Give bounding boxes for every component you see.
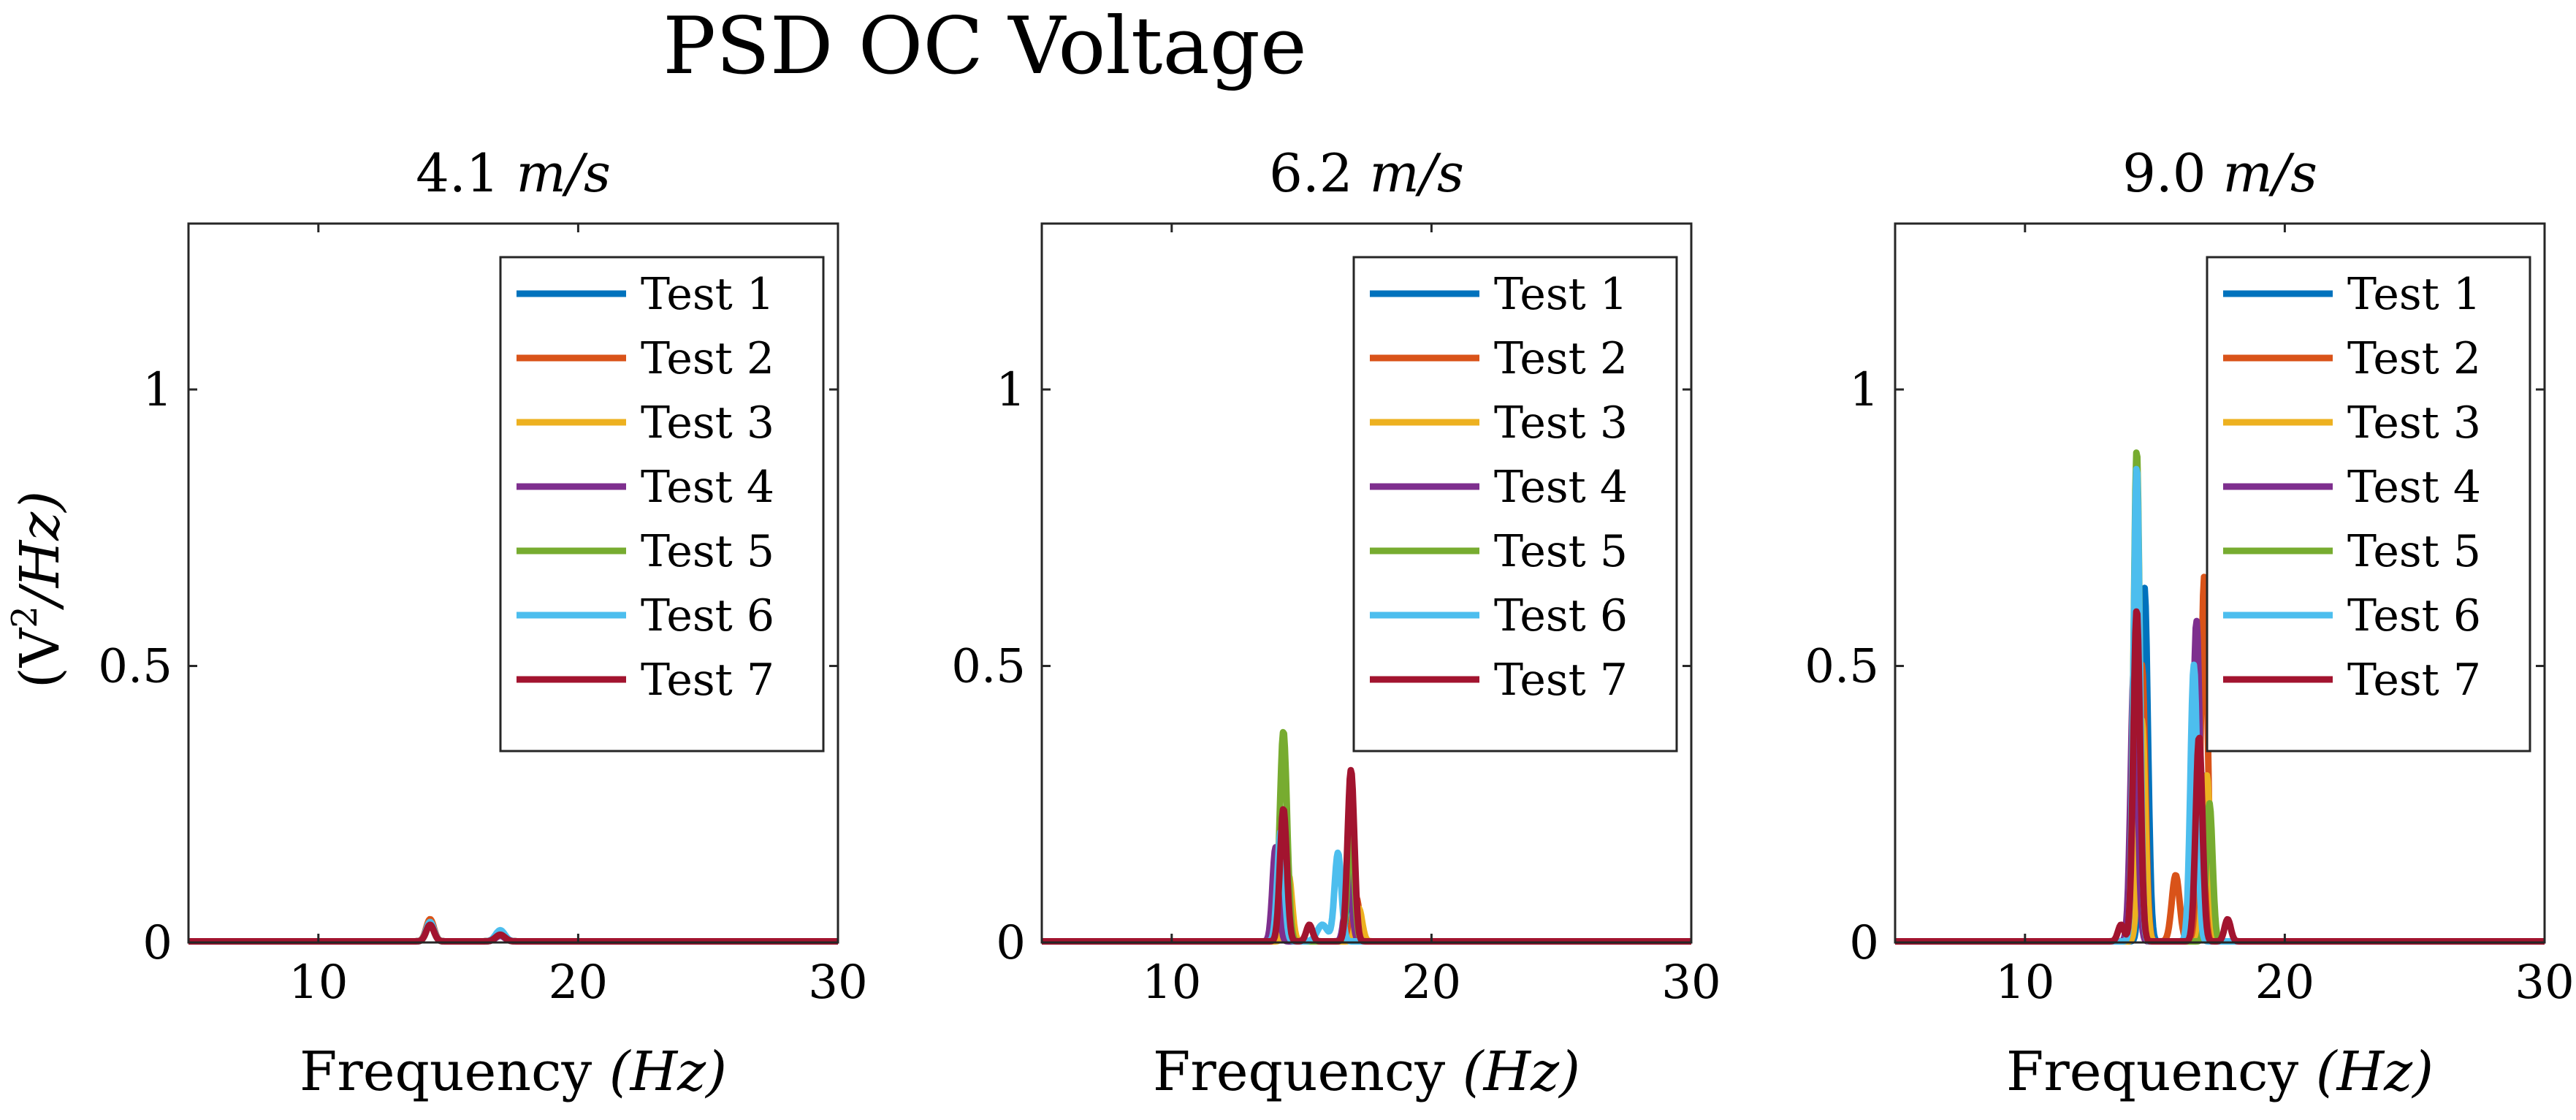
- series-line-test-1: [1039, 828, 1694, 945]
- legend-entry: Test 6: [641, 590, 774, 641]
- x-tick-label: 20: [549, 956, 608, 1010]
- panel-title: 4.1 m/s: [416, 142, 611, 204]
- x-tick-label: 20: [1402, 956, 1461, 1010]
- series-line-test-5: [1039, 728, 1694, 945]
- legend-entry: Test 2: [2347, 333, 2481, 384]
- legend-entry: Test 1: [1494, 269, 1628, 320]
- x-tick-label: 30: [1661, 956, 1720, 1010]
- x-tick-label: 30: [2515, 956, 2574, 1010]
- y-tick-label: 0.5: [1805, 640, 1879, 694]
- legend: Test 1 Test 2 Test 3 Test 4 Test 5 Test 6 Test…: [1352, 256, 1678, 753]
- x-tick-label: 10: [1142, 956, 1201, 1010]
- series-lines: [1039, 728, 1694, 945]
- x-axis-label: Frequency (Hz): [2006, 1040, 2434, 1103]
- legend: Test 1 Test 2 Test 3 Test 4 Test 5 Test 6 Test…: [2206, 256, 2531, 753]
- legend-entry: Test 7: [2347, 655, 2481, 706]
- legend-entry: Test 4: [641, 462, 774, 513]
- y-tick-label: 1: [142, 363, 172, 417]
- legend-box: [2206, 256, 2531, 753]
- x-tick-label: 30: [808, 956, 867, 1010]
- legend-entry: Test 1: [2347, 269, 2481, 320]
- y-tick-label: 0.5: [98, 640, 172, 694]
- panel-title: 9.0 m/s: [2122, 142, 2317, 204]
- legend-box: [1352, 256, 1678, 753]
- legend-entry: Test 4: [1494, 462, 1628, 513]
- axes-frame: [1894, 222, 2546, 944]
- x-axis-label: Frequency (Hz): [1153, 1040, 1580, 1103]
- legend-entry: Test 3: [1494, 397, 1628, 449]
- series-line-test-3: [1892, 717, 2548, 945]
- y-tick-label: 1: [996, 363, 1026, 417]
- legend-entry: Test 6: [1494, 590, 1628, 641]
- series-line-test-6: [1039, 828, 1694, 945]
- x-axis-label: Frequency (Hz): [300, 1040, 727, 1103]
- series-line-test-7: [186, 921, 841, 945]
- legend-entry: Test 5: [2347, 526, 2481, 577]
- y-tick-label: 0: [1849, 916, 1879, 970]
- legend-entry: Test 2: [1494, 333, 1628, 384]
- panel-title: 6.2 m/s: [1269, 142, 1464, 204]
- y-tick-label: 0.5: [951, 640, 1026, 694]
- y-tick-label: 0: [142, 916, 172, 970]
- x-tick-label: 10: [1995, 956, 2054, 1010]
- figure-title: PSD OC Voltage: [663, 1, 1307, 92]
- legend-entry: Test 5: [641, 526, 774, 577]
- legend-entry: Test 3: [641, 397, 774, 449]
- legend-entry: Test 6: [2347, 590, 2481, 641]
- axes-frame: [187, 222, 839, 944]
- x-tick-label: 10: [289, 956, 348, 1010]
- legend-box: [499, 256, 825, 753]
- axes-frame: [1040, 222, 1693, 944]
- y-tick-label: 0: [996, 916, 1026, 970]
- series-lines: [186, 915, 841, 945]
- legend: Test 1 Test 2 Test 3 Test 4 Test 5 Test 6 Test…: [499, 256, 825, 753]
- legend-entry: Test 7: [1494, 655, 1628, 706]
- legend-entry: Test 3: [2347, 397, 2481, 449]
- y-axis-label: (V2/Hz): [4, 491, 72, 688]
- legend-entry: Test 7: [641, 655, 774, 706]
- legend-entry: Test 2: [641, 333, 774, 384]
- legend-entry: Test 5: [1494, 526, 1628, 577]
- legend-entry: Test 1: [641, 269, 774, 320]
- legend-entry: Test 4: [2347, 462, 2481, 513]
- x-tick-label: 20: [2255, 956, 2314, 1010]
- series-line-test-7: [1039, 766, 1694, 945]
- series-line-test-4: [1039, 844, 1694, 945]
- y-tick-label: 1: [1849, 363, 1879, 417]
- series-line-test-3: [1039, 872, 1694, 945]
